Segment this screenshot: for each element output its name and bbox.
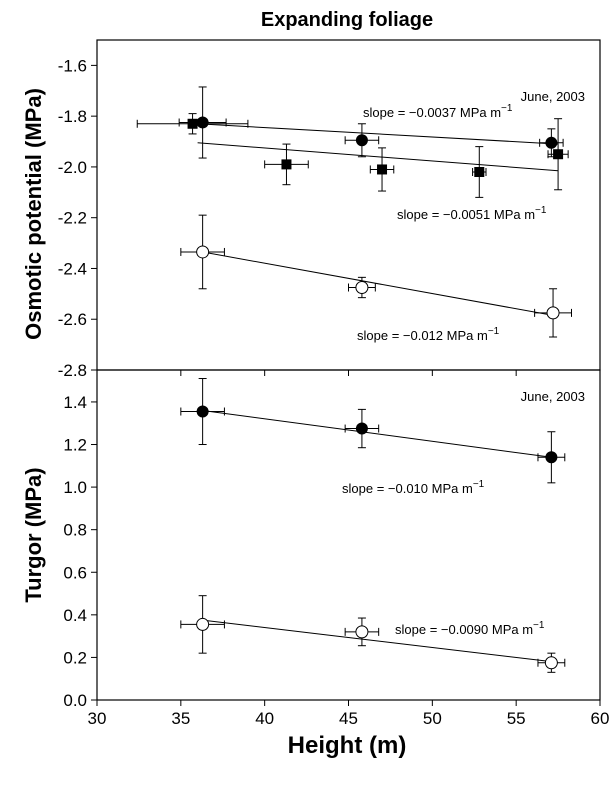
- y-tick-label: 0.2: [63, 648, 87, 667]
- data-series: slope = −0.0090 MPa m−1: [180, 595, 566, 673]
- y-tick-label: -1.8: [58, 107, 87, 126]
- slope-unit-exponent: −1: [535, 205, 547, 216]
- x-tick-label: 30: [88, 709, 107, 728]
- y-tick-label: 0.0: [63, 691, 87, 710]
- y-tick-label: -2.0: [58, 158, 87, 177]
- regression-line: [197, 142, 559, 172]
- slope-label: slope = −0.010 MPa m−1: [342, 479, 485, 496]
- regression-line: [202, 619, 552, 663]
- x-tick-label: 35: [171, 709, 190, 728]
- data-point-open-circle: [355, 625, 369, 639]
- slope-unit-exponent: −1: [473, 479, 485, 490]
- date-annotation: June, 2003: [521, 89, 585, 104]
- data-point-filled-circle: [355, 422, 368, 435]
- data-point-square: [553, 149, 564, 160]
- x-axis-label: Height (m): [288, 732, 407, 759]
- x-tick-label: 40: [255, 709, 274, 728]
- data-series: slope = −0.012 MPa m−1: [180, 214, 572, 343]
- data-point-filled-circle: [196, 116, 209, 129]
- y-tick-label: -2.4: [58, 259, 87, 278]
- slope-label: slope = −0.0037 MPa m−1: [363, 103, 513, 120]
- data-point-filled-circle: [355, 134, 368, 147]
- regression-line: [197, 123, 559, 145]
- slope-label: slope = −0.012 MPa m−1: [357, 326, 500, 343]
- y-tick-label: -2.6: [58, 310, 87, 329]
- x-tick-label: 55: [507, 709, 526, 728]
- y-tick-label: 1.2: [63, 436, 87, 455]
- regression-line: [202, 251, 554, 316]
- turgor-panel: 0.0 0.2 0.4 0.6 0.8 1.0 1.2 1.4 30 35 40 45 50 55 60 Ju…: [63, 369, 610, 728]
- osmotic-potential-panel: -1.6 -1.8 -2.0 -2.2 -2.4 -2.6 -2.8 June, 2003 sl…: [58, 39, 601, 380]
- slope-unit-exponent: −1: [501, 103, 513, 114]
- y-tick-label: 1.4: [63, 393, 87, 412]
- data-point-filled-circle: [545, 451, 558, 464]
- regression-line: [202, 409, 552, 458]
- y-tick-label: -2.2: [58, 209, 87, 228]
- slope-label: slope = −0.0090 MPa m−1: [395, 620, 545, 637]
- data-point-filled-circle: [196, 405, 209, 418]
- y-axis-label-turgor: Turgor (MPa): [21, 467, 46, 602]
- data-point-open-circle: [196, 245, 210, 259]
- slope-label: slope = −0.0051 MPa m−1: [397, 205, 547, 222]
- y-axis-label-osmotic: Osmotic potential (MPa): [21, 88, 46, 340]
- data-point-open-circle: [544, 656, 558, 670]
- y-tick-label: -1.6: [58, 56, 87, 75]
- data-point-square: [281, 159, 292, 170]
- data-point-square: [474, 167, 485, 177]
- slope-unit-exponent: −1: [533, 620, 545, 631]
- data-point-filled-circle: [545, 136, 558, 149]
- y-tick-label: 0.4: [63, 606, 87, 625]
- data-point-square: [187, 118, 198, 129]
- data-series: slope = −0.0037 MPa m−1: [178, 86, 564, 159]
- data-point-square: [377, 164, 388, 175]
- y-tick-label: 0.6: [63, 563, 87, 582]
- data-series: slope = −0.010 MPa m−1: [180, 378, 566, 496]
- data-series: slope = −0.0051 MPa m−1: [136, 113, 569, 222]
- date-annotation: June, 2003: [521, 389, 585, 404]
- data-point-open-circle: [546, 306, 560, 320]
- x-tick-label: 50: [423, 709, 442, 728]
- y-tick-label: 0.8: [63, 521, 87, 540]
- y-tick-label: 1.0: [63, 478, 87, 497]
- data-point-open-circle: [196, 617, 210, 631]
- y-tick-label: -2.8: [58, 361, 87, 380]
- data-point-open-circle: [355, 281, 369, 294]
- x-tick-label: 60: [591, 709, 610, 728]
- chart-title: Expanding foliage: [261, 9, 433, 31]
- slope-unit-exponent: −1: [488, 326, 500, 337]
- plot-frame: [96, 369, 601, 701]
- x-tick-label: 45: [339, 709, 358, 728]
